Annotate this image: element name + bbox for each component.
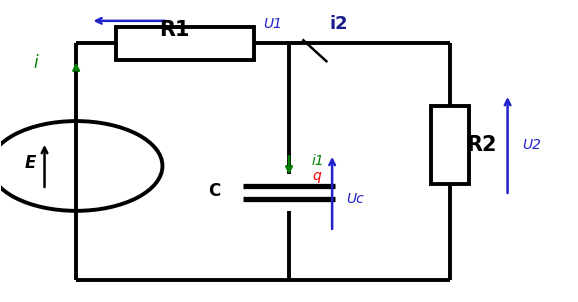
Text: Uc: Uc bbox=[347, 192, 364, 206]
Bar bbox=[431, 106, 469, 184]
Text: E: E bbox=[24, 154, 36, 172]
Text: C: C bbox=[208, 182, 220, 201]
Bar bbox=[116, 27, 254, 60]
Text: U1: U1 bbox=[263, 17, 282, 31]
Text: i: i bbox=[34, 54, 38, 72]
Text: q: q bbox=[312, 169, 321, 183]
Text: i2: i2 bbox=[329, 15, 348, 33]
Text: R2: R2 bbox=[466, 135, 497, 155]
Text: i1: i1 bbox=[312, 154, 325, 168]
Text: R1: R1 bbox=[159, 20, 189, 40]
Text: U2: U2 bbox=[522, 138, 541, 152]
